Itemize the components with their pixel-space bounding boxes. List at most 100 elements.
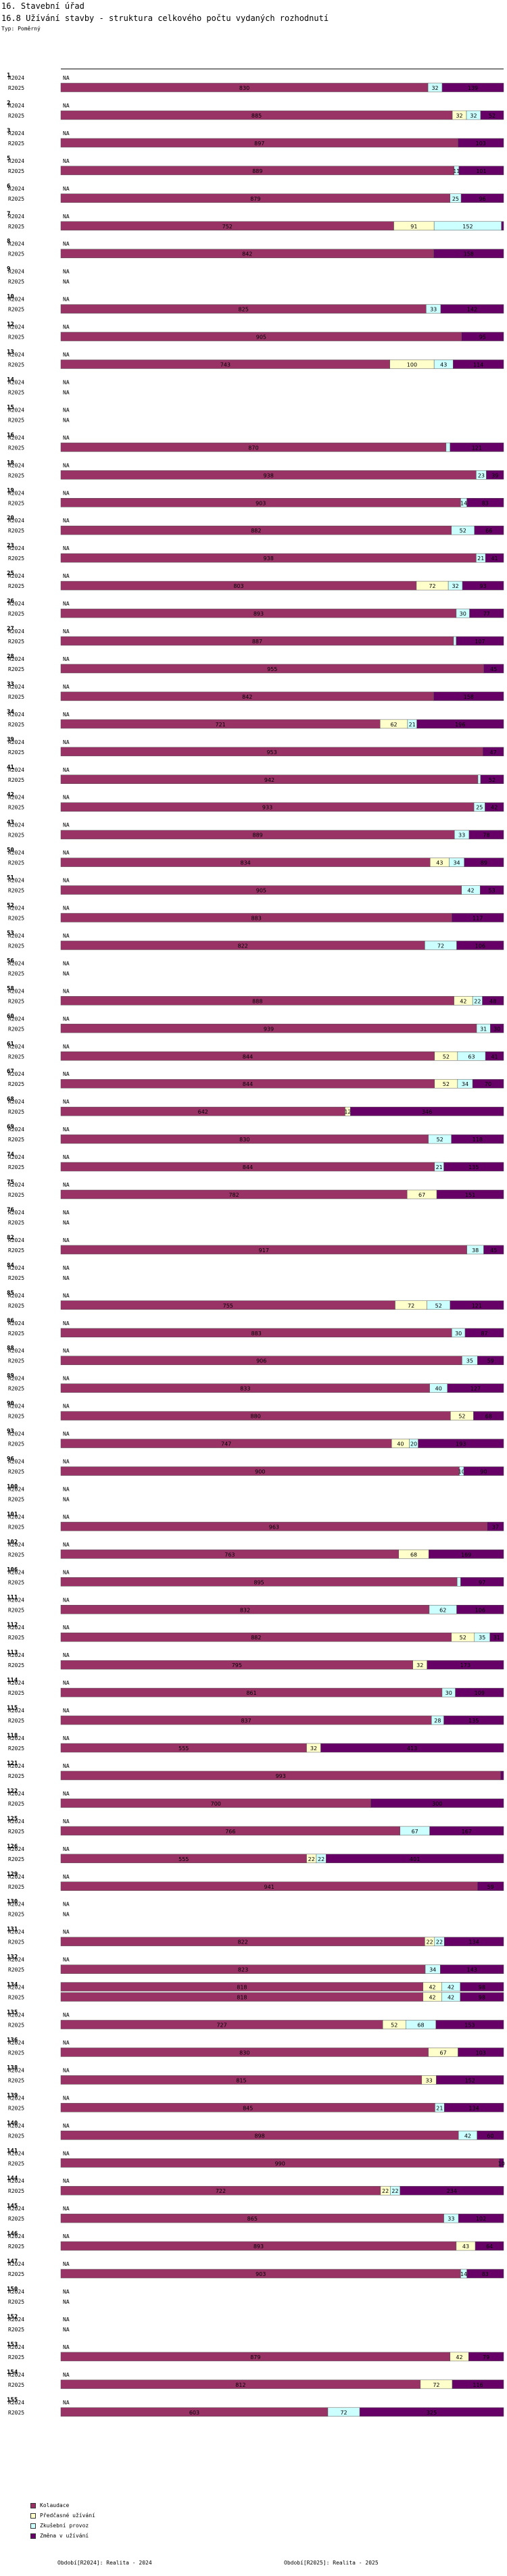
group-label: 69	[7, 1124, 14, 1131]
data-label: 134	[468, 2105, 479, 2111]
row-label: R2024	[8, 1265, 24, 1271]
data-label: 196	[455, 722, 465, 728]
data-label: 990	[275, 2160, 285, 2166]
group-label: 146	[7, 2231, 18, 2237]
na-label: NA	[63, 1293, 70, 1299]
row-label: R2025	[8, 389, 24, 395]
bar-segment-zmena-v-uzivani	[440, 1964, 504, 1974]
row-label: R2025	[8, 1635, 24, 1641]
bar-segment-zmena-v-uzivani	[477, 1881, 504, 1891]
data-label: 43	[462, 2244, 469, 2250]
data-label: 62	[439, 1607, 446, 1613]
row-label: R2024	[8, 878, 24, 884]
data-label: 832	[240, 1607, 250, 1613]
data-label: 52	[437, 1137, 443, 1143]
data-label: 89	[481, 860, 487, 866]
na-label: NA	[63, 1275, 70, 1281]
data-label: 40	[435, 1386, 442, 1392]
data-label: 30	[460, 611, 466, 617]
group-label: 75	[7, 1179, 14, 1186]
row-label: R2025	[8, 224, 24, 230]
data-label: 898	[254, 2133, 264, 2139]
row-label: R2024	[8, 1597, 24, 1603]
data-label: 134	[468, 1939, 479, 1946]
row-label: R2024	[8, 2344, 24, 2350]
na-label: NA	[63, 417, 70, 423]
data-label: 67	[418, 1192, 425, 1198]
row-label: R2024	[8, 1874, 24, 1880]
bar-segment-zmena-v-uzivani	[458, 2048, 504, 2057]
row-label: R2025	[8, 168, 24, 174]
na-label: NA	[63, 2261, 70, 2267]
group-label: 33	[7, 681, 14, 688]
data-label: 833	[240, 1386, 250, 1392]
data-label: 77	[483, 611, 490, 617]
data-label: 900	[255, 1469, 265, 1475]
row-label: R2024	[8, 1957, 24, 1963]
data-label: 903	[256, 500, 266, 506]
data-label: 59	[487, 1884, 494, 1890]
na-label: NA	[63, 2400, 70, 2406]
na-label: NA	[63, 1541, 70, 1547]
na-label: NA	[63, 462, 70, 468]
row-label: R2024	[8, 545, 24, 551]
data-label: 33	[458, 833, 465, 839]
data-label: 34	[462, 1081, 468, 1087]
row-label: R2024	[8, 1099, 24, 1105]
row-label: R2025	[8, 196, 24, 202]
na-label: NA	[63, 389, 70, 395]
row-label: R2024	[8, 1735, 24, 1741]
row-label: R2025	[8, 1303, 24, 1309]
row-label: R2024	[8, 2067, 24, 2073]
row-label: R2024	[8, 1985, 24, 1991]
bar-segment-zmena-v-uzivani	[460, 1577, 504, 1587]
row-label: R2025	[8, 1856, 24, 1862]
data-label: 812	[235, 2382, 245, 2388]
na-label: NA	[63, 1404, 70, 1410]
na-label: NA	[63, 656, 70, 662]
row-label: R2024	[8, 1569, 24, 1575]
na-label: NA	[63, 1431, 70, 1437]
data-label: 25	[476, 805, 483, 811]
row-label: R2025	[8, 2382, 24, 2388]
na-label: NA	[63, 822, 70, 828]
row-label: R2024	[8, 2150, 24, 2156]
na-label: NA	[63, 1043, 70, 1049]
na-label: NA	[63, 2123, 70, 2129]
group-label: 50	[7, 847, 14, 854]
row-label: R2024	[8, 1348, 24, 1354]
data-label: 121	[472, 1303, 482, 1309]
row-label: R2025	[8, 1441, 24, 1447]
row-label: R2025	[8, 888, 24, 894]
row-label: R2025	[8, 1469, 24, 1475]
group-label: 131	[7, 1927, 18, 1933]
row-label: R2024	[8, 407, 24, 413]
bar-segment-zmena-v-uzivani	[451, 1134, 504, 1144]
legend-swatch-zmena-v-uzivani	[30, 2533, 36, 2539]
data-label: 70	[485, 1081, 491, 1087]
bar-segment-zmena-v-uzivani	[456, 636, 504, 646]
data-label: 763	[224, 1552, 235, 1558]
na-label: NA	[63, 1912, 70, 1918]
data-label: 38	[472, 1247, 479, 1254]
data-label: 963	[269, 1524, 279, 1530]
data-label: 52	[489, 777, 496, 783]
group-label: 18	[7, 460, 14, 466]
data-label: 870	[248, 445, 258, 451]
data-label: 941	[264, 1884, 274, 1890]
data-label: 953	[266, 749, 276, 756]
data-label: 823	[238, 1967, 248, 1973]
group-label: 13	[7, 349, 14, 356]
data-label: 603	[189, 2410, 199, 2416]
row-label: R2024	[8, 1459, 24, 1465]
data-label: 193	[456, 1441, 466, 1447]
row-label: R2024	[8, 75, 24, 81]
data-label: 955	[267, 666, 277, 672]
data-label: 67	[439, 2050, 446, 2056]
bar-segment-zmena-v-uzivani	[436, 1189, 504, 1199]
data-label: 555	[178, 1856, 189, 1862]
bar-segment-zmena-v-uzivani	[443, 1937, 504, 1946]
row-label: R2025	[8, 279, 24, 285]
group-label: 3	[7, 128, 10, 134]
row-label: R2024	[8, 850, 24, 856]
